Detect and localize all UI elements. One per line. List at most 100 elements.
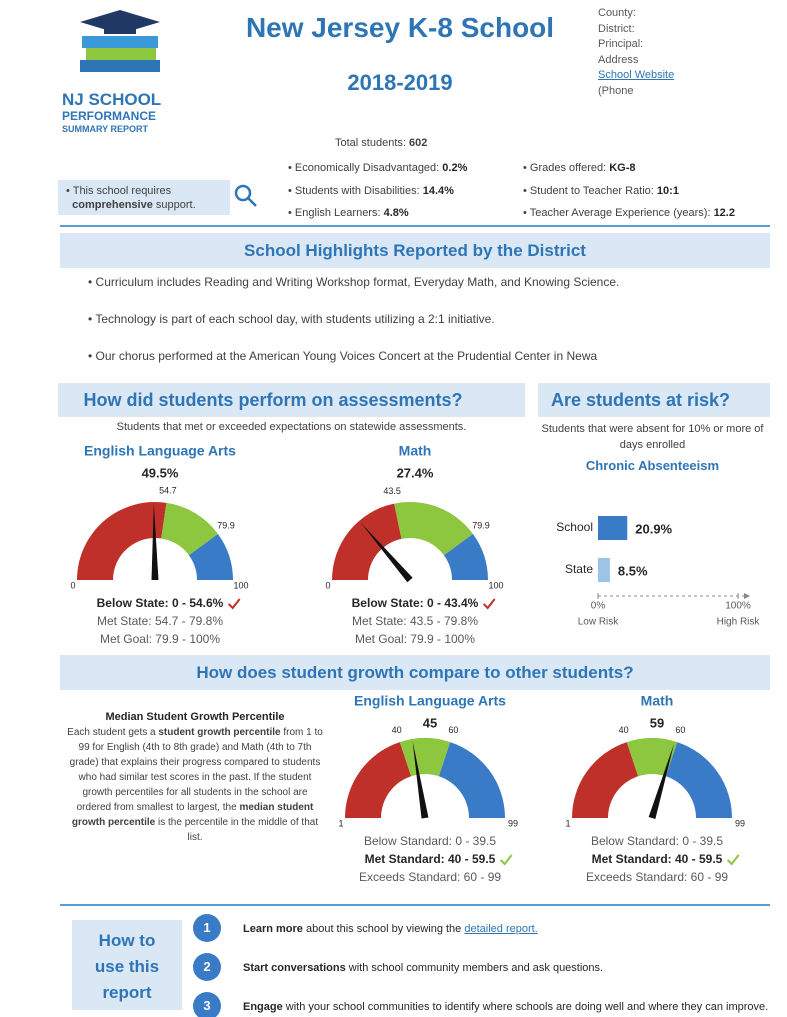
stat-value: 0.2% (442, 162, 468, 174)
school-info: County: District: Principal: Address Sch… (598, 6, 674, 99)
tick-label: 100% (725, 601, 751, 612)
gauge-needle (360, 522, 413, 583)
check-mark (726, 854, 740, 866)
section-title: How did students perform on assessments? (83, 390, 463, 410)
highlight-item: • Technology is part of each school day,… (88, 312, 495, 326)
gauge-legend: Below State: 0 - 54.6% (97, 596, 224, 610)
section-band (60, 655, 770, 690)
stat-label: Student to Teacher Ratio: (529, 184, 654, 197)
section-band (538, 383, 770, 417)
support-text: support. (155, 199, 196, 211)
gauge-legend: Met Standard: 40 - 59.5 (592, 852, 723, 866)
support-box: • This school requires comprehensive sup… (58, 180, 230, 215)
gauge-min-label: 0 (325, 580, 330, 590)
gauge-segment (161, 502, 218, 556)
stat-item: • Grades offered: KG-8 (523, 162, 636, 174)
desc-segment: median student growth percentile (71, 802, 314, 828)
gauge-threshold-label: 79.9 (217, 520, 235, 530)
stat-item: • Teacher Average Experience (years): 12… (523, 207, 735, 219)
year: 2018-2019 (347, 70, 453, 95)
gauge-title: Math (641, 693, 674, 709)
gauge-legend: Below Standard: 0 - 39.5 (364, 834, 496, 848)
gauge-value: 45 (423, 715, 437, 730)
gauge-legend: Below Standard: 0 - 39.5 (591, 834, 723, 848)
label: Total students: (335, 137, 406, 149)
gauge-legend: Below State: 0 - 43.4% (352, 596, 479, 610)
bar-category: State (565, 562, 593, 576)
stat-value: 4.8% (383, 207, 409, 219)
stats-right: • Grades offered: KG-8 • Student to Teach… (523, 157, 735, 225)
gauge-needle (412, 740, 429, 819)
step: Learn more about this school by viewing … (243, 921, 778, 937)
gauge-threshold-label: 60 (448, 725, 458, 735)
section-title: How does student growth compare to other… (196, 663, 634, 682)
website-link[interactable]: School Website (598, 69, 675, 81)
step-bold: Start conversations (243, 962, 346, 974)
check-mark (482, 598, 496, 610)
gauge-segment (443, 533, 488, 580)
desc-title: Median Student Growth Percentile (105, 711, 285, 723)
bar (598, 558, 610, 582)
stat-label: Grades offered: (529, 162, 607, 174)
gauge-segment (345, 742, 412, 818)
gauge-legend: Exceeds Standard: 60 - 99 (586, 870, 728, 884)
step-number: 3 (203, 998, 211, 1013)
step-link[interactable]: detailed report. (464, 923, 538, 935)
gauge-threshold-label: 43.5 (383, 486, 401, 496)
gauge-needle (151, 504, 159, 581)
axis-label: High Risk (717, 617, 761, 628)
support-level: comprehensive (72, 199, 153, 211)
step-bold: Learn more (243, 923, 303, 935)
gauge-threshold-label: 54.7 (159, 485, 177, 495)
info-line: Address (598, 53, 639, 66)
highlight-item: • Curriculum includes Reading and Writin… (88, 275, 620, 289)
highlight-text: Curriculum includes Reading and Writing … (95, 275, 620, 289)
gauge-segment (188, 533, 233, 580)
gauge-segment (332, 503, 402, 580)
gauge-max-label: 99 (508, 818, 518, 828)
step: Engage with your school communities to i… (243, 999, 778, 1015)
gauge-needle (648, 743, 675, 819)
logo-text: PERFORMANCE (62, 109, 157, 123)
stat-item: • Student to Teacher Ratio: 10:1 (523, 184, 679, 197)
info-line: County: (598, 7, 636, 19)
gauge-min-label: 1 (565, 818, 570, 828)
logo-icon (80, 10, 160, 72)
section-band (58, 383, 525, 417)
how-to-box: How to use this report (72, 920, 182, 1010)
step-text: about this school by viewing the (302, 923, 465, 935)
risk-note: Students that were absent for 10% or mor… (541, 423, 764, 451)
bar (598, 516, 628, 540)
gauge-min-label: 1 (338, 818, 343, 828)
gauge-max-label: 99 (735, 818, 745, 828)
desc-segment: student growth percentile (158, 727, 281, 738)
gauge-segment (77, 501, 167, 580)
stat-value: KG-8 (609, 162, 636, 174)
gauge-max-label: 100 (233, 580, 248, 590)
gauge-title: Math (399, 443, 432, 459)
gauge-segment (572, 742, 639, 818)
stat-label: Students with Disabilities: (294, 184, 420, 197)
gauge-legend: Met Goal: 79.9 - 100% (100, 632, 220, 646)
value: 602 (409, 137, 428, 149)
highlight-item: • Our chorus performed at the American Y… (88, 349, 598, 363)
highlight-text: Our chorus performed at the American You… (95, 349, 598, 363)
stat-label: Economically Disadvantaged: (294, 162, 440, 174)
gauge-title: English Language Arts (84, 443, 236, 459)
bar-value: 20.9% (635, 521, 672, 536)
growth-description: Median Student Growth Percentile Each st… (64, 710, 326, 845)
stat-value: 14.4% (422, 184, 454, 197)
step-text: with school community members and ask qu… (345, 962, 604, 974)
step-number: 2 (203, 959, 211, 974)
gauge-segment (665, 742, 732, 818)
section-title: Are students at risk? (550, 390, 731, 410)
bar-category: School (556, 520, 593, 534)
gauge-segment (399, 738, 451, 777)
gauge-title: English Language Arts (354, 693, 506, 709)
logo-text: NJ SCHOOL (62, 90, 162, 109)
step-bold: Engage (243, 1001, 283, 1013)
info-line: (Phone (598, 84, 634, 97)
stat-label: Teacher Average Experience (years): (529, 207, 711, 219)
tick-label: 0% (591, 601, 606, 612)
